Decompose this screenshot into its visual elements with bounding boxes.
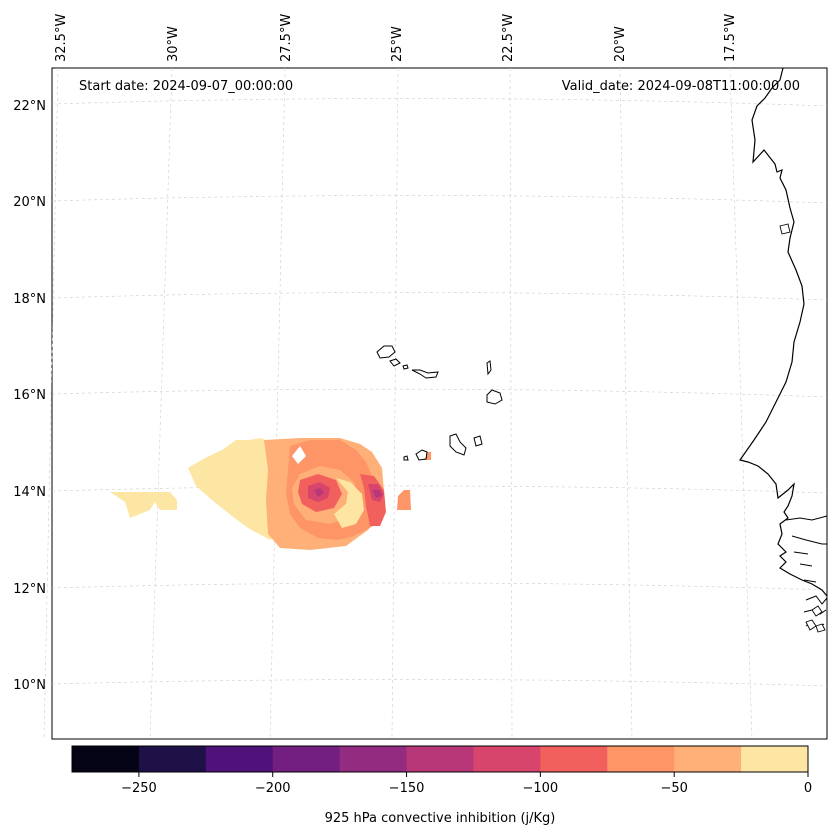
colorbar-tick-label: −200 — [255, 781, 291, 796]
longitude-labels: 32.5°W 30°W 27.5°W 25°W 22.5°W 20°W 17.5… — [54, 14, 738, 62]
island-sao-nicolau — [411, 369, 439, 379]
colorbar-tick-label: 0 — [804, 781, 812, 796]
meridian-27-5w — [269, 67, 286, 740]
colorbar-segment — [473, 746, 541, 772]
lon-label: 25°W — [390, 26, 405, 62]
lon-label: 20°W — [613, 26, 628, 62]
lon-label: 17.5°W — [723, 14, 738, 62]
lon-label: 22.5°W — [501, 14, 516, 62]
island-fogo — [415, 449, 428, 461]
parallel-20n — [51, 195, 828, 204]
start-date-label: Start date: 2024-09-07_00:00:00 — [79, 79, 293, 94]
map-frame — [51, 67, 828, 740]
island-sal — [486, 360, 492, 376]
meridian-22-5w — [509, 67, 513, 740]
contour-125-to-150 — [314, 488, 324, 497]
island-sao-vicente — [389, 358, 401, 367]
contour-gap — [292, 446, 306, 464]
island-bioko — [811, 605, 823, 617]
lat-label: 14°N — [13, 485, 46, 500]
meridian-gridlines — [43, 67, 753, 740]
island-boa-vista — [486, 389, 503, 405]
colorbar-segment — [540, 746, 608, 772]
colorbar-tick-label: −250 — [121, 781, 157, 796]
meridian-32-5w — [43, 67, 59, 740]
colorbar-segment — [406, 746, 474, 772]
colorbar-segment — [741, 746, 809, 772]
colorbar-segment — [205, 746, 274, 772]
parallel-14n — [51, 485, 828, 494]
parallel-22n — [51, 98, 828, 107]
meridian-20w — [619, 67, 633, 740]
colorbar-segment — [607, 746, 675, 772]
african-coastline — [739, 67, 828, 597]
lat-label: 22°N — [13, 99, 46, 114]
colorbar-label: 925 hPa convective inhibition (j/Kg) — [325, 811, 556, 826]
cin-contours — [98, 438, 431, 550]
cape-verde-islands — [376, 345, 503, 461]
lon-label: 32.5°W — [54, 14, 69, 62]
colorbar-frame — [71, 745, 809, 773]
colorbar-tick-label: −150 — [389, 781, 425, 796]
lat-label: 12°N — [13, 582, 46, 597]
meridian-25w — [391, 67, 399, 740]
island-santiago — [449, 433, 467, 456]
latitude-labels: 22°N 20°N 18°N 16°N 14°N 12°N 10°N — [13, 99, 46, 693]
colorbar-tick-label: −100 — [523, 781, 559, 796]
parallel-12n — [51, 582, 828, 591]
island-brava — [403, 455, 409, 461]
island-santo-antao — [376, 345, 396, 359]
parallel-gridlines — [51, 98, 828, 687]
colorbar-segments — [72, 746, 809, 772]
contour-125-to-150 — [372, 490, 382, 498]
lat-label: 10°N — [13, 678, 46, 693]
contour-0-to-25 — [98, 484, 177, 518]
colorbar-segment — [339, 746, 408, 772]
lon-label: 27.5°W — [279, 14, 294, 62]
contour-50-to-75 — [397, 490, 411, 510]
lat-label: 18°N — [13, 292, 46, 307]
colorbar-segment — [272, 746, 341, 772]
island-canary-edge — [779, 223, 791, 235]
meridian-17-5w — [729, 67, 753, 740]
colorbar-segment — [138, 746, 207, 772]
island-santa-luzia — [402, 364, 409, 370]
contour-0-to-25 — [334, 478, 364, 528]
colorbar-tick-label: −50 — [660, 781, 687, 796]
valid-date-label: Valid_date: 2024-09-08T11:00:00.00 — [562, 79, 800, 94]
parallel-16n — [51, 388, 828, 398]
lon-label: 30°W — [166, 26, 181, 62]
colorbar-segment — [72, 746, 140, 772]
lat-label: 16°N — [13, 388, 46, 403]
parallel-10n — [51, 679, 828, 687]
island-bijagos — [805, 619, 826, 633]
colorbar-ticks: −250 −200 −150 −100 −50 0 — [121, 772, 812, 796]
lat-label: 20°N — [13, 195, 46, 210]
parallel-18n — [51, 292, 828, 301]
island-maio — [473, 435, 483, 447]
colorbar-segment — [674, 746, 742, 772]
meridian-30w — [149, 67, 173, 740]
